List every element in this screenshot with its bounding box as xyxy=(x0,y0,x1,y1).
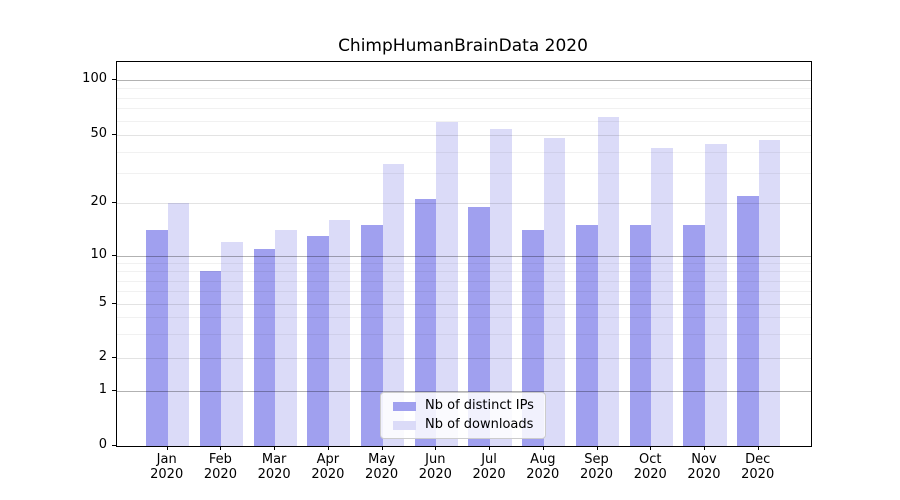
x-tick-mark xyxy=(542,446,544,450)
bar-downloads-jan xyxy=(167,203,190,446)
bar-downloads-mar xyxy=(275,230,297,446)
bar-distinct-ips-jan xyxy=(146,230,168,446)
bar-downloads-nov xyxy=(704,144,727,446)
legend-row-downloads: Nb of downloads xyxy=(389,418,537,432)
y-axis-tick-label: 1 xyxy=(98,382,107,397)
gridline-major xyxy=(117,256,811,257)
y-tick-mark xyxy=(112,79,116,80)
bar-downloads-feb xyxy=(221,242,244,446)
x-axis-tick-label: Jul 2020 xyxy=(472,452,506,482)
gridline-minor xyxy=(117,108,811,110)
gridline-major xyxy=(117,80,811,81)
y-axis-tick-label: 5 xyxy=(98,295,107,310)
x-tick-mark xyxy=(489,446,491,450)
legend-row-distinct-ips: Nb of distinct IPs xyxy=(389,399,537,413)
y-axis-tick-label: 0 xyxy=(98,437,107,452)
gridline-minor xyxy=(117,172,811,174)
bar-distinct-ips-jul xyxy=(468,206,491,446)
gridline-minor xyxy=(117,88,811,90)
x-tick-mark xyxy=(757,446,759,450)
legend-swatch-downloads xyxy=(393,420,416,430)
bar-distinct-ips-feb xyxy=(199,271,222,446)
x-axis-tick-label: Oct 2020 xyxy=(633,452,667,482)
x-tick-mark xyxy=(703,446,705,450)
y-tick-mark xyxy=(112,134,116,135)
x-axis-tick-label: Sep 2020 xyxy=(579,452,614,482)
bar-downloads-jun xyxy=(436,121,458,446)
gridline-minor xyxy=(117,97,811,99)
bar-downloads-dec xyxy=(758,139,781,446)
y-axis-tick-label: 2 xyxy=(98,349,107,364)
x-axis-tick-label: Apr 2020 xyxy=(311,452,345,482)
x-tick-mark xyxy=(166,446,168,450)
y-axis-tick-label: 100 xyxy=(82,71,107,86)
x-tick-mark xyxy=(435,446,437,450)
x-axis-tick-label: Jun 2020 xyxy=(418,452,452,482)
x-tick-mark xyxy=(596,446,598,450)
legend-label-downloads: Nb of downloads xyxy=(425,417,534,432)
y-tick-mark xyxy=(112,202,116,203)
gridline xyxy=(117,304,811,305)
gridline xyxy=(117,358,811,359)
y-tick-mark xyxy=(112,390,116,391)
gridline-minor xyxy=(117,271,811,273)
bar-distinct-ips-may xyxy=(361,224,383,446)
x-tick-mark xyxy=(274,446,276,450)
gridline-minor xyxy=(117,317,811,319)
y-tick-mark xyxy=(112,255,116,256)
x-axis-tick-label: Dec 2020 xyxy=(741,452,775,482)
bar-distinct-ips-nov xyxy=(683,224,705,446)
x-axis-tick-label: Jan 2020 xyxy=(150,452,184,482)
x-tick-mark xyxy=(327,446,329,450)
bar-distinct-ips-mar xyxy=(253,248,276,446)
gridline-minor xyxy=(117,263,811,265)
x-tick-mark xyxy=(650,446,652,450)
y-axis-tick-label: 50 xyxy=(90,126,107,141)
gridline-minor xyxy=(117,120,811,122)
bar-downloads-jul xyxy=(490,128,512,446)
y-tick-mark xyxy=(112,445,116,446)
y-tick-mark xyxy=(112,357,116,358)
gridline-minor xyxy=(117,291,811,293)
gridline xyxy=(117,203,811,204)
legend-label-distinct-ips: Nb of distinct IPs xyxy=(425,398,534,413)
x-axis-tick-label: Aug 2020 xyxy=(526,452,560,482)
y-axis-tick-label: 10 xyxy=(90,247,107,262)
y-tick-mark xyxy=(112,303,116,304)
legend: Nb of distinct IPs Nb of downloads xyxy=(380,392,546,439)
plot-area xyxy=(116,61,812,447)
gridline-minor xyxy=(117,334,811,336)
legend-swatch-distinct-ips xyxy=(393,401,416,411)
gridline-major xyxy=(117,391,811,392)
bar-downloads-apr xyxy=(328,220,351,446)
x-tick-mark xyxy=(220,446,222,450)
x-axis-tick-label: Nov 2020 xyxy=(687,452,721,482)
x-axis-tick-label: Feb 2020 xyxy=(203,452,237,482)
bar-distinct-ips-sep xyxy=(575,224,598,446)
x-axis-tick-label: May 2020 xyxy=(365,452,399,482)
bar-downloads-may xyxy=(382,163,405,446)
bar-downloads-aug xyxy=(543,138,566,446)
bar-distinct-ips-jun xyxy=(414,199,437,446)
bar-distinct-ips-apr xyxy=(307,235,329,446)
bar-downloads-sep xyxy=(597,116,620,446)
bar-downloads-oct xyxy=(651,147,673,446)
x-axis-tick-label: Mar 2020 xyxy=(257,452,291,482)
gridline xyxy=(117,135,811,136)
bar-distinct-ips-dec xyxy=(737,195,759,446)
bar-distinct-ips-oct xyxy=(629,224,652,446)
gridline-minor xyxy=(117,151,811,153)
chart-title: ChimpHumanBrainData 2020 xyxy=(338,36,588,56)
y-axis-tick-label: 20 xyxy=(90,194,107,209)
x-tick-mark xyxy=(381,446,383,450)
gridline-minor xyxy=(117,280,811,282)
